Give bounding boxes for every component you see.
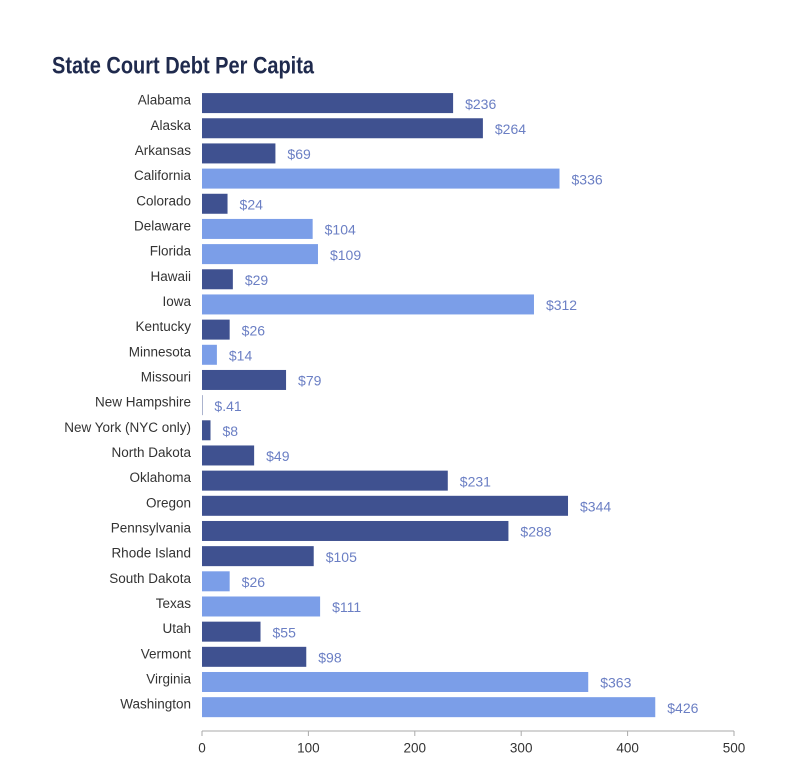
value-label: $98 bbox=[318, 650, 342, 666]
value-label: $363 bbox=[600, 675, 631, 691]
y-tick-label: North Dakota bbox=[111, 445, 191, 460]
y-tick-label: Arkansas bbox=[135, 143, 192, 158]
bar bbox=[202, 697, 656, 718]
y-tick-label: New York (NYC only) bbox=[64, 420, 191, 435]
y-tick-label: Pennsylvania bbox=[111, 521, 192, 536]
value-label: $111 bbox=[332, 599, 361, 615]
y-tick-label: Vermont bbox=[141, 646, 192, 661]
bar bbox=[202, 596, 321, 617]
bar bbox=[202, 420, 211, 441]
bar bbox=[202, 520, 509, 541]
value-label: $49 bbox=[266, 448, 290, 464]
x-tick-label: 400 bbox=[616, 741, 639, 756]
bar bbox=[202, 646, 307, 667]
value-label: $288 bbox=[520, 524, 551, 540]
value-label: $236 bbox=[465, 96, 496, 112]
y-tick-label: Oregon bbox=[146, 495, 191, 510]
value-label: $24 bbox=[240, 196, 264, 212]
value-label: $69 bbox=[287, 146, 311, 162]
bar bbox=[202, 495, 569, 516]
y-tick-label: Hawaii bbox=[150, 269, 191, 284]
value-label: $344 bbox=[580, 499, 611, 515]
bar bbox=[202, 269, 233, 290]
y-tick-label: Washington bbox=[120, 697, 191, 712]
x-tick-label: 500 bbox=[723, 741, 746, 756]
value-label: $104 bbox=[325, 222, 356, 238]
bar bbox=[202, 244, 318, 265]
bar bbox=[202, 193, 228, 214]
bar bbox=[202, 621, 261, 642]
bar bbox=[202, 294, 534, 315]
value-label: $8 bbox=[223, 423, 239, 439]
value-label: $14 bbox=[229, 347, 253, 363]
y-tick-label: South Dakota bbox=[109, 571, 191, 586]
y-tick-label: Iowa bbox=[162, 294, 191, 309]
y-tick-label: Minnesota bbox=[129, 344, 192, 359]
x-tick-label: 200 bbox=[404, 741, 427, 756]
y-tick-label: Kentucky bbox=[135, 319, 191, 334]
y-tick-label: Alabama bbox=[138, 93, 192, 108]
bar bbox=[202, 571, 230, 592]
bar bbox=[202, 344, 217, 365]
bar bbox=[202, 118, 483, 139]
y-tick-label: Utah bbox=[162, 621, 191, 636]
value-label: $26 bbox=[242, 322, 266, 338]
y-tick-label: Alaska bbox=[150, 118, 191, 133]
y-tick-label: Texas bbox=[156, 596, 192, 611]
value-label: $264 bbox=[495, 121, 526, 137]
bar bbox=[202, 369, 287, 390]
value-label: $29 bbox=[245, 272, 269, 288]
bar bbox=[202, 93, 454, 114]
value-label: $336 bbox=[572, 171, 603, 187]
y-tick-label: Colorado bbox=[136, 193, 191, 208]
bar bbox=[202, 546, 314, 567]
value-label: $79 bbox=[298, 373, 322, 389]
bar bbox=[202, 445, 255, 466]
value-label: $109 bbox=[330, 247, 361, 263]
value-label: $312 bbox=[546, 297, 577, 313]
y-tick-label: Oklahoma bbox=[129, 470, 191, 485]
bar bbox=[202, 143, 276, 164]
y-tick-label: Delaware bbox=[134, 218, 191, 233]
x-tick-label: 100 bbox=[297, 741, 320, 756]
bar bbox=[202, 168, 560, 189]
value-label: $26 bbox=[242, 574, 266, 590]
value-label: $105 bbox=[326, 549, 357, 565]
y-tick-label: Virginia bbox=[146, 672, 191, 687]
y-tick-label: Rhode Island bbox=[111, 546, 191, 561]
bar bbox=[202, 218, 313, 239]
y-tick-label: California bbox=[134, 168, 192, 183]
y-tick-label: New Hampshire bbox=[95, 395, 191, 410]
bar bbox=[202, 671, 589, 692]
x-tick-label: 0 bbox=[198, 741, 206, 756]
value-label: $55 bbox=[273, 624, 297, 640]
x-tick-label: 300 bbox=[510, 741, 533, 756]
bar bbox=[202, 319, 230, 340]
chart-title: State Court Debt Per Capita bbox=[52, 52, 315, 79]
value-label: $.41 bbox=[214, 398, 241, 414]
value-label: $231 bbox=[460, 473, 491, 489]
y-tick-label: Florida bbox=[150, 244, 192, 259]
bar bbox=[202, 470, 448, 491]
y-tick-label: Missouri bbox=[141, 370, 191, 385]
value-label: $426 bbox=[667, 700, 698, 716]
